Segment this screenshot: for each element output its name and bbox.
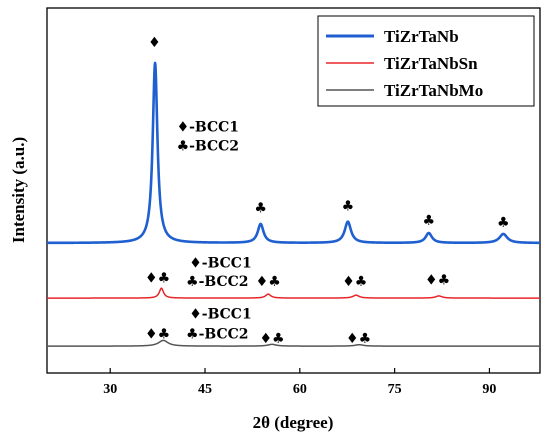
x-tick-label: 90 <box>482 382 496 397</box>
peak-annotation: ♦-BCC1 <box>189 307 251 323</box>
series-line-tizrtanbmo <box>46 339 541 347</box>
peak-annotation: ♣-BCC2 <box>186 274 248 290</box>
series-line-tizrtanb <box>46 61 541 245</box>
peak-annotation: ♣ <box>254 200 267 216</box>
peak-annotation: ♦♣ <box>145 326 170 342</box>
y-axis-label: Intensity (a.u.) <box>9 137 28 243</box>
x-tick-label: 60 <box>293 382 307 397</box>
legend-label-tizrtanbsn: TiZrTaNbSn <box>384 54 478 73</box>
plot-frame <box>46 7 541 374</box>
peak-annotation: ♣-BCC2 <box>177 138 239 154</box>
annotations: ♦ ♦-BCC1 ♣-BCC2 ♣ ♣ ♣ ♣ ♦-BCC1 ♦♣ ♣-BCC2 ♦♣ ♦♣ ♦♣ ♦-B… <box>145 35 510 347</box>
peak-annotation: ♣ <box>342 199 355 215</box>
peak-annotation: ♦♣ <box>259 331 284 347</box>
peak-annotation: ♦♣ <box>256 274 281 290</box>
peak-annotation: ♦♣ <box>346 331 371 347</box>
x-tick-label: 45 <box>198 382 212 397</box>
legend-box <box>317 15 535 107</box>
x-axis-label: 2θ (degree) <box>253 413 334 432</box>
peak-annotation: ♦♣ <box>145 271 170 287</box>
peak-annotation: ♣-BCC2 <box>186 326 248 342</box>
legend-label-tizrtanbmo: TiZrTaNbMo <box>384 81 483 100</box>
x-tick-label: 30 <box>103 382 117 397</box>
peak-annotation: ♦-BCC1 <box>189 255 251 271</box>
peak-annotation: ♦♣ <box>425 272 450 288</box>
x-ticks: 30 45 60 75 90 <box>103 368 496 397</box>
peak-annotation: ♦♣ <box>342 274 367 290</box>
peak-annotation: ♦ <box>148 35 161 51</box>
series-line-tizrtanbsn <box>46 287 541 299</box>
legend: TiZrTaNb TiZrTaNbSn TiZrTaNbMo <box>317 15 535 107</box>
series-layer <box>46 61 541 347</box>
legend-label-tizrtanb: TiZrTaNb <box>384 27 459 46</box>
peak-annotation: ♣ <box>497 215 510 231</box>
x-tick-label: 75 <box>388 382 402 397</box>
peak-annotation: ♦-BCC1 <box>177 119 239 135</box>
peak-annotation: ♣ <box>422 213 435 229</box>
